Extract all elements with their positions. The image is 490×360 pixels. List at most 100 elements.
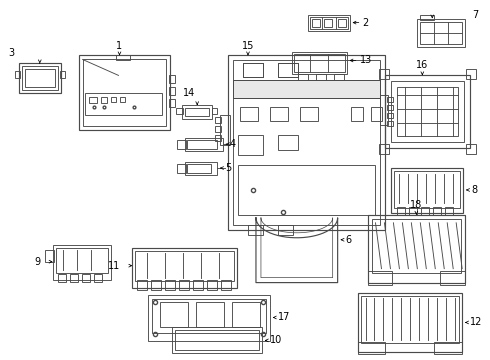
Text: 8: 8 bbox=[471, 185, 477, 195]
Bar bbox=[370, 107, 383, 121]
Bar bbox=[278, 63, 298, 77]
Text: 15: 15 bbox=[242, 41, 254, 50]
Bar bbox=[169, 99, 175, 107]
Bar bbox=[233, 60, 380, 225]
Bar bbox=[420, 15, 434, 20]
Text: 14: 14 bbox=[183, 88, 196, 98]
Bar bbox=[394, 171, 460, 208]
Bar bbox=[310, 17, 347, 28]
Bar bbox=[270, 107, 288, 121]
Bar bbox=[132, 248, 237, 288]
Bar bbox=[240, 107, 258, 121]
Bar bbox=[70, 274, 77, 282]
Bar bbox=[397, 87, 458, 136]
Bar bbox=[182, 105, 212, 119]
Bar bbox=[177, 164, 186, 173]
Bar bbox=[466, 69, 476, 80]
Bar bbox=[292, 53, 346, 75]
Text: 3: 3 bbox=[8, 49, 14, 58]
Text: 13: 13 bbox=[360, 55, 372, 66]
Bar bbox=[53, 245, 111, 280]
Bar bbox=[361, 296, 459, 343]
Bar bbox=[388, 105, 393, 110]
Bar bbox=[111, 97, 116, 102]
Bar bbox=[148, 294, 270, 341]
Text: 1: 1 bbox=[117, 41, 122, 50]
Bar bbox=[316, 75, 326, 80]
Bar bbox=[165, 280, 175, 289]
Bar bbox=[85, 93, 162, 115]
Bar bbox=[278, 135, 298, 150]
Bar bbox=[232, 302, 260, 328]
Bar bbox=[179, 280, 189, 289]
Text: 11: 11 bbox=[108, 261, 121, 271]
Text: 5: 5 bbox=[225, 163, 231, 173]
Bar bbox=[160, 302, 188, 328]
Text: 17: 17 bbox=[278, 312, 290, 323]
Bar bbox=[172, 328, 262, 353]
Text: 7: 7 bbox=[472, 10, 478, 20]
Bar bbox=[215, 126, 221, 132]
Bar bbox=[185, 162, 217, 175]
Bar bbox=[392, 81, 464, 142]
Bar bbox=[434, 342, 462, 354]
Text: 16: 16 bbox=[416, 60, 428, 71]
Bar bbox=[440, 271, 465, 285]
Bar bbox=[78, 55, 171, 130]
Bar bbox=[121, 97, 125, 102]
Bar bbox=[371, 219, 461, 273]
Bar bbox=[386, 75, 470, 148]
Bar bbox=[368, 271, 392, 285]
Bar bbox=[379, 69, 390, 80]
Bar bbox=[392, 168, 463, 213]
Bar bbox=[350, 107, 363, 121]
Bar bbox=[177, 140, 186, 149]
Text: 10: 10 bbox=[270, 336, 282, 345]
Bar bbox=[466, 144, 476, 154]
Bar bbox=[169, 75, 175, 84]
Bar bbox=[60, 71, 65, 78]
Bar bbox=[324, 19, 332, 27]
Bar bbox=[358, 293, 462, 352]
Bar bbox=[248, 225, 263, 235]
Bar bbox=[215, 135, 221, 141]
Bar bbox=[175, 330, 259, 350]
Bar bbox=[278, 225, 293, 235]
Bar bbox=[228, 55, 386, 230]
Bar bbox=[83, 59, 166, 126]
Bar bbox=[433, 207, 441, 215]
Bar bbox=[82, 274, 90, 282]
Bar bbox=[445, 207, 453, 215]
Bar bbox=[397, 207, 405, 215]
Bar bbox=[187, 140, 217, 149]
Bar bbox=[294, 54, 344, 72]
Bar bbox=[193, 280, 203, 289]
Bar bbox=[298, 75, 308, 80]
Bar bbox=[151, 280, 161, 289]
Bar bbox=[176, 108, 183, 114]
Bar bbox=[300, 107, 318, 121]
Bar bbox=[420, 22, 462, 44]
Bar bbox=[220, 115, 230, 145]
Bar bbox=[185, 138, 223, 151]
Bar bbox=[379, 144, 390, 154]
Bar bbox=[368, 215, 465, 283]
Text: 12: 12 bbox=[470, 318, 483, 328]
Bar bbox=[388, 97, 393, 102]
Bar bbox=[94, 274, 101, 282]
Bar bbox=[338, 19, 345, 27]
Bar bbox=[243, 63, 263, 77]
Text: 4: 4 bbox=[230, 139, 236, 149]
Bar bbox=[417, 19, 465, 46]
Bar bbox=[185, 108, 209, 116]
Text: 9: 9 bbox=[35, 257, 41, 267]
Bar bbox=[117, 55, 130, 60]
Bar bbox=[187, 164, 211, 173]
Bar bbox=[135, 251, 234, 280]
Bar bbox=[421, 207, 429, 215]
Bar bbox=[233, 80, 380, 98]
Bar bbox=[25, 69, 55, 87]
Bar bbox=[380, 95, 389, 125]
Bar bbox=[334, 75, 343, 80]
Bar bbox=[243, 63, 263, 77]
